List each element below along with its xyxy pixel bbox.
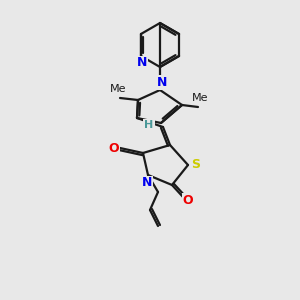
Text: Me: Me [192, 93, 208, 103]
Text: H: H [144, 120, 154, 130]
Text: S: S [191, 158, 200, 172]
Text: N: N [157, 76, 167, 88]
Text: Me: Me [110, 84, 126, 94]
Text: O: O [109, 142, 119, 154]
Text: N: N [137, 56, 147, 70]
Text: O: O [183, 194, 193, 206]
Text: N: N [142, 176, 152, 190]
